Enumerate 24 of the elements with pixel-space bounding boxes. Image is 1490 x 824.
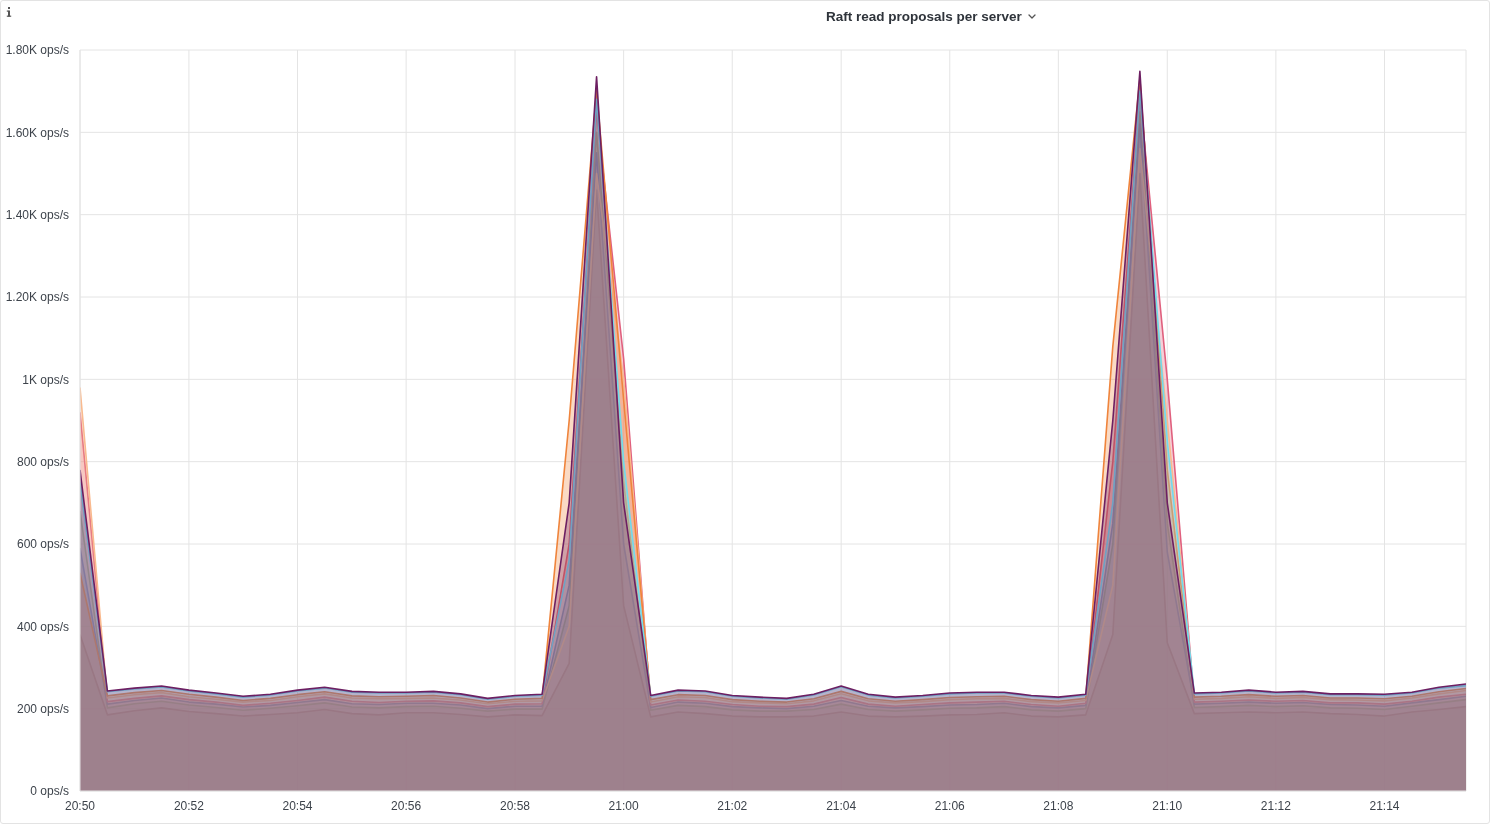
x-tick-label: 21:00	[608, 798, 639, 813]
y-tick-label: 1.20K ops/s	[5, 290, 69, 305]
x-tick-label: 20:54	[282, 798, 313, 813]
x-tick-label: 21:10	[1152, 798, 1183, 813]
y-tick-label: 1.60K ops/s	[5, 125, 69, 140]
x-tick-label: 20:52	[173, 798, 205, 813]
chart-title: Raft read proposals per server	[826, 9, 1022, 24]
y-tick-label: 600 ops/s	[16, 537, 69, 552]
x-tick-label: 21:08	[1043, 798, 1074, 813]
x-tick-label: 21:04	[826, 798, 857, 813]
y-tick-label: 0 ops/s	[30, 784, 69, 799]
y-tick-label: 400 ops/s	[16, 619, 69, 634]
y-tick-label: 1.80K ops/s	[5, 43, 69, 58]
y-tick-label: 800 ops/s	[16, 454, 69, 469]
x-tick-label: 21:02	[717, 798, 748, 813]
x-tick-label: 20:56	[391, 798, 422, 813]
x-tick-label: 21:06	[934, 798, 966, 813]
y-tick-label: 200 ops/s	[16, 701, 69, 716]
y-tick-label: 1K ops/s	[22, 372, 69, 387]
x-tick-label: 20:58	[500, 798, 531, 813]
x-tick-label: 21:12	[1260, 798, 1292, 813]
x-tick-label: 20:50	[64, 798, 96, 813]
x-tick-label: 21:14	[1369, 798, 1400, 813]
y-tick-label: 1.40K ops/s	[5, 207, 69, 222]
